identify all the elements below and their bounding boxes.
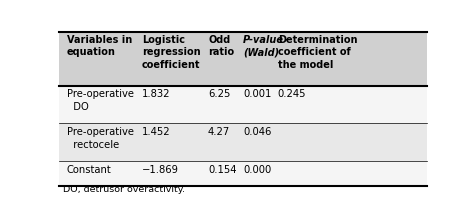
Text: −1.869: −1.869 [142, 165, 179, 175]
Text: 0.154: 0.154 [208, 165, 237, 175]
Text: 0.245: 0.245 [278, 89, 306, 99]
Bar [59, 162, 427, 185]
Text: Pre-operative
  rectocele: Pre-operative rectocele [66, 127, 134, 150]
Text: Odd
ratio: Odd ratio [208, 35, 234, 57]
Text: 1.832: 1.832 [142, 89, 171, 99]
Text: Logistic
regression
coefficient: Logistic regression coefficient [142, 35, 201, 70]
Text: DO, detrusor overactivity.: DO, detrusor overactivity. [63, 185, 185, 194]
Text: Pre-operative
  DO: Pre-operative DO [66, 89, 134, 112]
Text: Constant: Constant [66, 165, 111, 175]
Bar [59, 86, 427, 123]
Text: Determination
coefficient of
the model: Determination coefficient of the model [278, 35, 357, 70]
Text: 0.000: 0.000 [243, 165, 271, 175]
Bar [59, 32, 427, 86]
Text: 0.001: 0.001 [243, 89, 271, 99]
Text: Variables in
equation: Variables in equation [66, 35, 132, 57]
Text: 4.27: 4.27 [208, 127, 230, 137]
Text: 0.046: 0.046 [243, 127, 271, 137]
Text: P-value
(Wald): P-value (Wald) [243, 35, 284, 57]
Text: 1.452: 1.452 [142, 127, 171, 137]
Text: 6.25: 6.25 [208, 89, 230, 99]
Bar [59, 123, 427, 162]
